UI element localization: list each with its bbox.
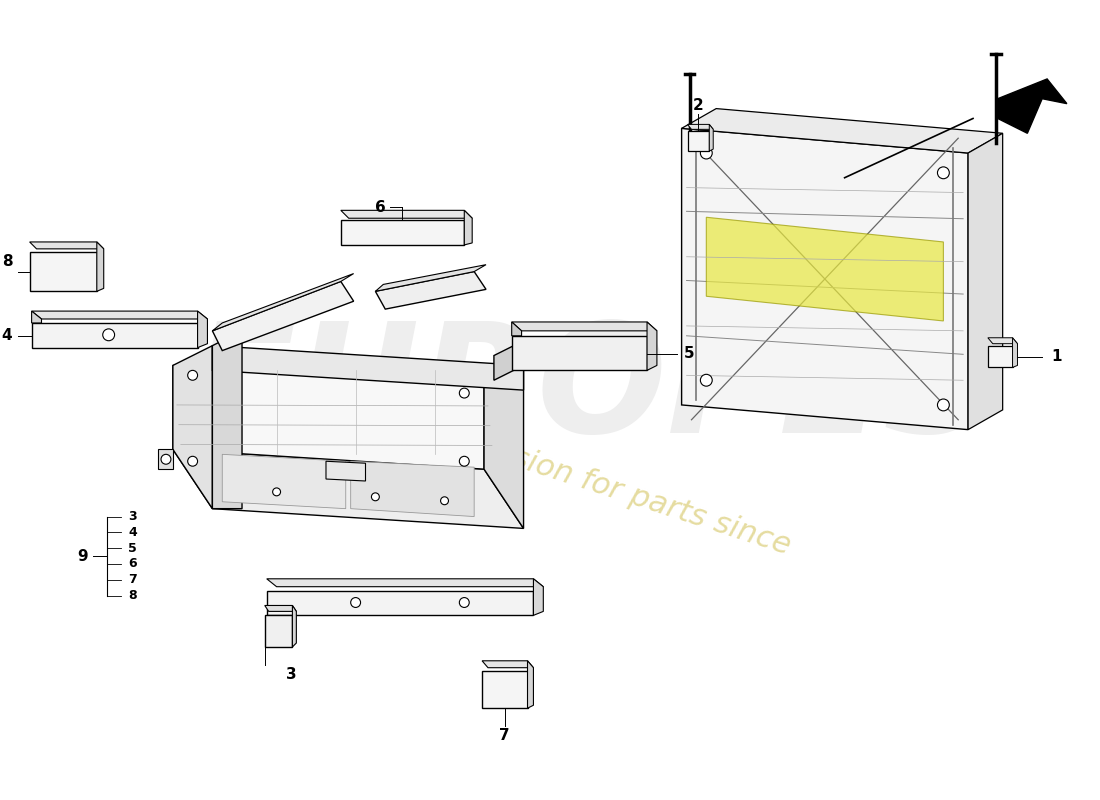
Polygon shape xyxy=(173,346,212,509)
Circle shape xyxy=(441,497,449,505)
Polygon shape xyxy=(351,462,474,517)
Polygon shape xyxy=(998,79,1067,134)
Polygon shape xyxy=(212,282,353,350)
Text: 2: 2 xyxy=(693,98,704,113)
Text: 9: 9 xyxy=(78,549,88,563)
Circle shape xyxy=(701,147,712,159)
Text: 7: 7 xyxy=(128,574,136,586)
Circle shape xyxy=(102,329,114,341)
Polygon shape xyxy=(32,311,42,323)
Polygon shape xyxy=(265,615,293,647)
Polygon shape xyxy=(341,210,472,218)
Circle shape xyxy=(701,374,712,386)
Polygon shape xyxy=(1012,338,1018,367)
Polygon shape xyxy=(212,331,242,509)
Polygon shape xyxy=(266,578,543,586)
Circle shape xyxy=(937,167,949,178)
Polygon shape xyxy=(688,131,710,151)
Text: 8: 8 xyxy=(2,254,13,270)
Polygon shape xyxy=(682,109,1003,153)
Polygon shape xyxy=(647,322,657,370)
Circle shape xyxy=(161,454,170,464)
Polygon shape xyxy=(30,252,97,291)
Polygon shape xyxy=(32,311,208,319)
Polygon shape xyxy=(198,311,208,348)
Polygon shape xyxy=(212,346,524,390)
Circle shape xyxy=(460,456,470,466)
Circle shape xyxy=(188,456,198,466)
Polygon shape xyxy=(534,578,543,615)
Polygon shape xyxy=(97,242,103,291)
Polygon shape xyxy=(341,220,464,245)
Text: 3: 3 xyxy=(286,667,297,682)
Polygon shape xyxy=(222,454,345,509)
Polygon shape xyxy=(173,450,524,529)
Polygon shape xyxy=(30,242,103,249)
Polygon shape xyxy=(512,322,521,336)
Text: 4: 4 xyxy=(128,526,136,539)
Circle shape xyxy=(460,598,470,607)
Circle shape xyxy=(937,399,949,411)
Polygon shape xyxy=(482,661,534,668)
Circle shape xyxy=(273,488,280,496)
Text: 7: 7 xyxy=(499,728,510,743)
Text: 5: 5 xyxy=(128,542,136,554)
Polygon shape xyxy=(158,450,173,469)
Text: EUROPES: EUROPES xyxy=(191,316,993,465)
Polygon shape xyxy=(326,462,365,481)
Text: 8: 8 xyxy=(128,589,136,602)
Text: 6: 6 xyxy=(128,558,136,570)
Circle shape xyxy=(460,388,470,398)
Polygon shape xyxy=(968,134,1003,430)
Text: 6: 6 xyxy=(375,200,386,215)
Polygon shape xyxy=(375,265,486,291)
Polygon shape xyxy=(32,323,198,348)
Polygon shape xyxy=(528,661,534,708)
Text: 5: 5 xyxy=(684,346,695,361)
Circle shape xyxy=(372,493,379,501)
Polygon shape xyxy=(293,606,296,647)
Polygon shape xyxy=(682,128,968,430)
Polygon shape xyxy=(212,274,353,331)
Polygon shape xyxy=(173,366,484,469)
Polygon shape xyxy=(375,271,486,309)
Circle shape xyxy=(188,370,198,380)
Polygon shape xyxy=(482,670,528,708)
Text: 1: 1 xyxy=(1052,349,1063,364)
Polygon shape xyxy=(464,210,472,245)
Text: 3: 3 xyxy=(128,510,136,523)
Polygon shape xyxy=(706,218,944,321)
Polygon shape xyxy=(710,124,713,151)
Polygon shape xyxy=(265,606,296,611)
Polygon shape xyxy=(512,322,657,331)
Polygon shape xyxy=(494,341,524,380)
Polygon shape xyxy=(688,124,713,130)
Text: a passion for parts since: a passion for parts since xyxy=(430,418,794,561)
Text: 4: 4 xyxy=(1,328,12,343)
Polygon shape xyxy=(512,336,647,370)
Circle shape xyxy=(351,598,361,607)
Polygon shape xyxy=(988,338,1018,344)
Polygon shape xyxy=(988,346,1012,367)
Polygon shape xyxy=(266,590,534,615)
Polygon shape xyxy=(484,366,524,529)
